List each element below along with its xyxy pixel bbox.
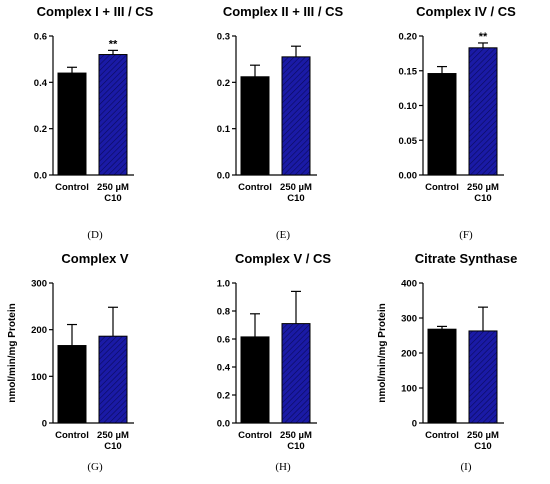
- y-tick-label: 300: [31, 279, 47, 290]
- x-tick-label: C10: [474, 193, 491, 204]
- x-tick-label: Control: [55, 430, 89, 441]
- bar-c10: [98, 54, 128, 176]
- x-tick-label: C10: [474, 441, 491, 452]
- bar-control: [427, 328, 457, 424]
- y-tick-label: 0.6: [217, 335, 230, 346]
- y-tick-label: 0.10: [399, 101, 418, 112]
- y-tick-label: 200: [401, 349, 417, 360]
- y-axis-label: nmol/min/mg Protein: [377, 303, 388, 402]
- y-tick-label: 0.4: [34, 78, 48, 89]
- y-tick-label: 0.0: [217, 171, 230, 182]
- chart-panel-5: Complex V / CS 0.0 0.2 0.4 0.6 0.8 1.0 Control 2…: [217, 251, 332, 473]
- y-tick-label: 0.4: [217, 363, 231, 374]
- chart-panel-1: Complex I + III / CS 0.0 0.2 0.4 0.6 Control *…: [34, 4, 154, 241]
- chart-title: Complex I + III / CS: [37, 4, 154, 19]
- y-tick-label: 400: [401, 279, 417, 290]
- y-tick-label: 1.0: [217, 279, 230, 290]
- y-tick-label: 0.6: [34, 32, 47, 43]
- y-tick-label: 0: [412, 419, 417, 430]
- panel-label: (H): [275, 461, 291, 473]
- bar-c10: [281, 56, 311, 176]
- x-tick-label: 250 µM: [280, 182, 312, 193]
- y-tick-label: 0.00: [399, 171, 418, 182]
- y-tick-label: 0.0: [217, 419, 230, 430]
- chart-title: Complex IV / CS: [416, 4, 516, 19]
- y-tick-label: 0.2: [34, 124, 47, 135]
- chart-title: Complex II + III / CS: [223, 4, 344, 19]
- y-tick-label: 0.2: [217, 391, 230, 402]
- y-tick-label: 100: [401, 384, 417, 395]
- chart-title: Citrate Synthase: [415, 251, 518, 266]
- panel-label: (E): [276, 229, 290, 241]
- y-tick-label: 0: [42, 419, 47, 430]
- y-tick-label: 0.8: [217, 307, 230, 318]
- y-tick-label: 0.2: [217, 78, 230, 89]
- x-tick-label: 250 µM: [280, 430, 312, 441]
- x-tick-label: C10: [287, 193, 304, 204]
- chart-title: Complex V: [61, 251, 129, 266]
- x-tick-label: 250 µM: [467, 182, 499, 193]
- chart-panel-3: Complex IV / CS 0.00 0.05 0.10 0.15 0.20 Contr…: [399, 4, 517, 241]
- chart-title: Complex V / CS: [235, 251, 331, 266]
- y-tick-label: 0.0: [34, 171, 47, 182]
- bar-c10: [98, 335, 128, 424]
- y-tick-label: 0.1: [217, 124, 231, 135]
- x-tick-label: Control: [425, 430, 459, 441]
- significance-label: **: [109, 38, 118, 50]
- x-tick-label: C10: [104, 441, 121, 452]
- y-tick-label: 0.15: [399, 66, 418, 77]
- panel-label: (F): [459, 229, 473, 241]
- bar-c10: [468, 47, 498, 176]
- x-tick-label: C10: [287, 441, 304, 452]
- x-tick-label: Control: [425, 182, 459, 193]
- x-tick-label: C10: [104, 193, 121, 204]
- y-tick-label: 0.20: [399, 32, 418, 43]
- bar-c10: [281, 323, 311, 424]
- y-tick-label: 200: [31, 325, 47, 336]
- chart-panel-2: Complex II + III / CS 0.0 0.1 0.2 0.3 Control…: [217, 4, 344, 241]
- y-tick-label: 0.3: [217, 32, 230, 43]
- bar-control: [240, 76, 270, 176]
- x-tick-label: Control: [238, 430, 272, 441]
- y-axis-label: nmol/min/mg Protein: [7, 303, 18, 402]
- y-tick-label: 0.05: [399, 136, 418, 147]
- bar-control: [427, 73, 457, 176]
- panel-label: (G): [87, 461, 103, 473]
- x-tick-label: Control: [55, 182, 89, 193]
- panel-label: (I): [461, 461, 472, 473]
- bar-control: [57, 72, 87, 176]
- bar-c10: [468, 330, 498, 424]
- panel-label: (D): [87, 229, 103, 241]
- bar-control: [57, 345, 87, 424]
- x-tick-label: 250 µM: [97, 430, 129, 441]
- y-tick-label: 300: [401, 314, 417, 325]
- x-tick-label: Control: [238, 182, 272, 193]
- bar-control: [240, 336, 270, 424]
- chart-panel-6: Citrate Synthase nmol/min/mg Protein 0 100 2…: [377, 251, 517, 473]
- chart-panel-4: Complex V nmol/min/mg Protein 0 100 200 300 Co…: [7, 251, 134, 473]
- y-tick-label: 100: [31, 372, 47, 383]
- x-tick-label: 250 µM: [97, 182, 129, 193]
- significance-label: **: [479, 31, 488, 43]
- x-tick-label: 250 µM: [467, 430, 499, 441]
